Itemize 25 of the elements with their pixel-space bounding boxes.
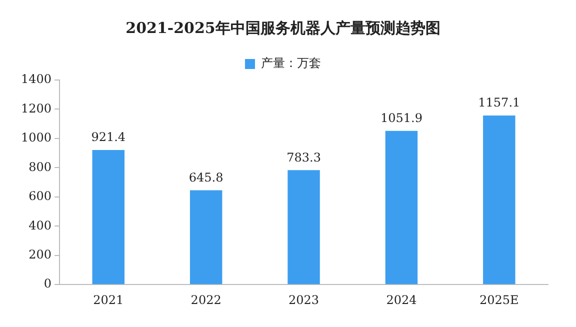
data-label: 783.3: [286, 150, 321, 164]
bar: [385, 130, 418, 284]
bar: [190, 190, 222, 284]
data-label: 645.8: [188, 170, 224, 184]
y-tick-label: 400: [28, 218, 52, 232]
bar: [92, 150, 125, 284]
data-label: 1157.1: [478, 96, 520, 110]
y-tick-label: 1400: [20, 72, 52, 86]
y-tick-label: 1200: [20, 101, 52, 116]
data-label: 921.4: [91, 130, 126, 144]
bar: [288, 170, 320, 284]
legend-label: 产量：万套: [261, 56, 321, 70]
bar: [483, 116, 516, 284]
y-tick-label: 200: [28, 247, 52, 262]
chart-title: 2021-2025年中国服务机器人产量预测趋势图: [126, 18, 440, 37]
x-tick-label: 2024: [386, 292, 418, 307]
y-tick-label: 800: [28, 160, 52, 174]
y-tick-label: 600: [28, 189, 52, 204]
y-tick-label: 0: [44, 276, 52, 291]
data-label: 1051.9: [380, 110, 422, 125]
y-tick-label: 1000: [20, 130, 52, 145]
x-tick-label: 2025E: [480, 292, 519, 307]
x-tick-label: 2022: [190, 292, 222, 307]
x-tick-label: 2023: [288, 292, 320, 307]
x-tick-label: 2021: [93, 292, 124, 307]
